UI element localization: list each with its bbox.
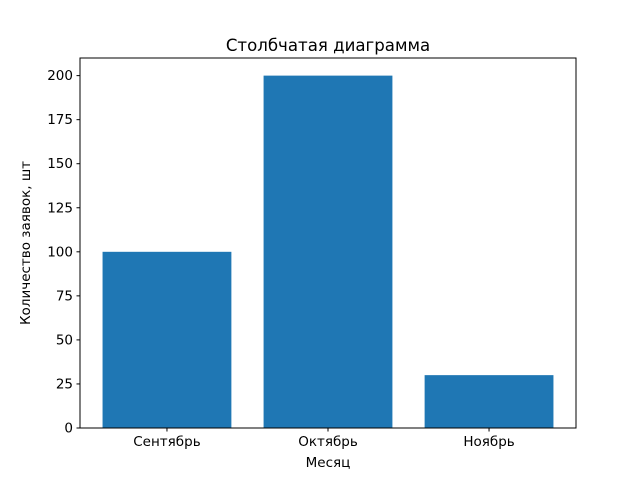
y-tick-label: 50 [56,332,73,348]
y-axis-label: Количество заявок, шт [18,161,34,325]
y-tick-label: 25 [56,376,73,392]
bar [424,375,554,428]
x-ticks-group: Сентябрь Октябрь Ноябрь [133,428,515,450]
y-tick-label: 75 [56,288,73,304]
y-ticks-group: 0 25 50 75 100 125 150 175 200 [47,68,80,437]
x-tick-label: Ноябрь [463,434,514,450]
x-tick-label: Октябрь [298,434,358,450]
bars-group [102,75,554,429]
bar [263,75,393,429]
x-tick-label: Сентябрь [133,434,200,450]
bar [102,251,232,428]
y-tick-label: 150 [47,156,73,172]
x-axis-label: Месяц [306,455,351,471]
y-tick-label: 100 [47,244,73,260]
chart-title: Столбчатая диаграмма [226,36,430,55]
y-tick-label: 0 [64,421,73,437]
y-tick-label: 175 [47,112,73,128]
y-tick-label: 125 [47,200,73,216]
plot-frame [79,57,577,429]
y-tick-label: 200 [47,68,73,84]
